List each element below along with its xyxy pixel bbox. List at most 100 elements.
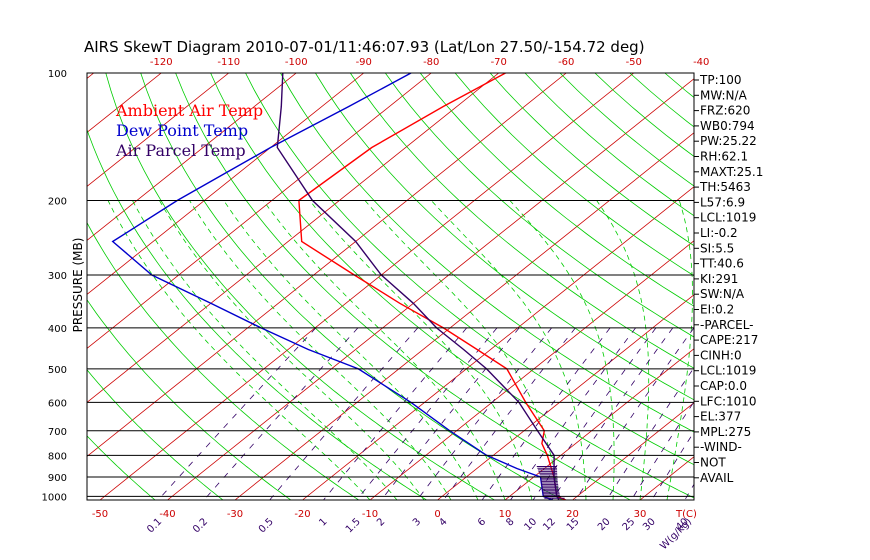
dry-adiabat-line: [489, 73, 694, 247]
dry-adiabat-line: [770, 73, 870, 500]
sounding-index-label: NOT: [700, 456, 726, 470]
sounding-index-label: EI:0.2: [700, 303, 734, 317]
sounding-index-label: MW:N/A: [700, 88, 748, 102]
isotherm-line: [87, 73, 432, 349]
dry-adiabat-line: [175, 73, 631, 500]
mixing-ratio-line: [380, 327, 520, 500]
bottom-temp-tick-label: -30: [227, 509, 243, 520]
sounding-index-label: WB0:794: [700, 119, 755, 133]
sounding-index-label: PW:25.22: [700, 134, 757, 148]
isotherm-line: [302, 186, 694, 500]
mixing-ratio-tick-label: 6: [476, 516, 488, 528]
moist-adiabat-line: [159, 200, 425, 500]
isotherm-line: [167, 78, 694, 500]
bottom-temp-tick-label: 30: [634, 509, 647, 520]
plot-frame: [86, 72, 695, 501]
isotherm-line: [0, 73, 26, 500]
legend-entry: Dew Point Temp: [116, 121, 248, 140]
legend-entry: Ambient Air Temp: [115, 101, 263, 120]
isotherm-line: [775, 73, 870, 500]
x-axis-label: T(C): [675, 509, 697, 520]
sounding-index-label: -PARCEL-: [700, 318, 754, 332]
mixing-ratio-line: [443, 327, 576, 500]
mixing-ratio-line: [481, 327, 611, 500]
mixing-ratio-axis-label: W(g/kg): [658, 516, 694, 552]
moist-adiabat-line: [430, 200, 587, 500]
sounding-index-label: -WIND-: [700, 440, 742, 454]
mixing-ratio-line: [630, 401, 694, 500]
dry-adiabat-line: [87, 299, 292, 500]
mixing-ratio-tick-label: 12: [541, 516, 558, 533]
dry-adiabat-line: [87, 369, 224, 500]
moist-adiabat-line: [223, 200, 479, 500]
sounding-index-label: TP:100: [699, 73, 742, 87]
mixing-ratio-tick-label: 20: [596, 516, 613, 533]
bottom-temp-tick-label: -50: [92, 509, 108, 520]
mixing-ratio-tick-label: 4: [437, 516, 449, 528]
sounding-index-label: FRZ:620: [700, 104, 750, 118]
mixing-ratio-line: [323, 327, 468, 500]
mixing-ratio-line: [606, 367, 694, 500]
pressure-tick-label: 800: [48, 451, 67, 462]
sounding-index-label: LI:-0.2: [700, 226, 738, 240]
mixing-ratio-line: [269, 327, 419, 500]
sounding-index-label: MPL:275: [700, 425, 751, 439]
mixing-ratio-tick-label: 8: [504, 516, 516, 528]
dry-adiabat-line: [140, 73, 563, 500]
bottom-temp-tick-label: -20: [294, 509, 310, 520]
bottom-temp-tick-label: -40: [159, 509, 175, 520]
sounding-index-label: MAXT:25.1: [700, 165, 763, 179]
dry-adiabat-line: [349, 73, 694, 369]
dry-adiabat-line: [87, 221, 359, 500]
moist-adiabat-line: [596, 200, 650, 500]
isotherm-line: [437, 294, 694, 500]
pressure-tick-label: 300: [48, 271, 67, 282]
mixing-ratio-tick-label: 1: [317, 516, 329, 528]
sounding-index-label: EL:377: [700, 410, 741, 424]
sounding-index-label: SW:N/A: [700, 287, 745, 301]
mixing-ratio-tick-label: 2: [375, 516, 387, 528]
dewpoint-temp-line: [111, 73, 553, 500]
mixing-ratio-tick-label: 1.5: [344, 516, 363, 535]
top-temp-tick-label: -60: [558, 57, 574, 68]
mixing-ratio-line: [575, 327, 694, 500]
mixing-ratio-line: [356, 327, 498, 500]
mixing-ratio-line: [157, 327, 317, 500]
isotherm-line: [87, 73, 364, 295]
moist-adiabat-line: [509, 200, 615, 500]
dry-adiabat-line: [664, 73, 694, 98]
isotherm-line: [99, 73, 634, 500]
isotherm-line: [369, 240, 694, 500]
sounding-index-label: CINH:0: [700, 348, 742, 362]
sounding-index-label: L57:6.9: [700, 195, 745, 209]
top-temp-tick-label: -110: [217, 57, 240, 68]
dry-adiabat-line: [105, 73, 495, 500]
sounding-index-label: RH:62.1: [700, 150, 748, 164]
bottom-temp-tick-label: 10: [499, 509, 512, 520]
moist-adiabat-line: [309, 200, 533, 500]
moist-adiabat-line: [189, 200, 452, 500]
top-temp-tick-label: -90: [356, 57, 372, 68]
bottom-temp-tick-label: -10: [362, 509, 378, 520]
pressure-tick-label: 900: [48, 473, 67, 484]
pressure-tick-label: 700: [48, 427, 67, 438]
sounding-index-label: TT:40.6: [699, 257, 744, 271]
isotherm-line: [843, 73, 870, 500]
isotherm-line: [87, 73, 229, 187]
mixing-ratio-tick-label: 3: [411, 516, 423, 528]
isotherm-line: [87, 73, 297, 241]
moist-adiabat-line: [262, 200, 506, 500]
bottom-temp-tick-label: 20: [566, 509, 579, 520]
bottom-temp-tick-label: 0: [434, 509, 440, 520]
mixing-ratio-line: [510, 327, 636, 500]
isotherm-line: [234, 132, 694, 500]
sounding-index-label: TH:5463: [699, 180, 751, 194]
dry-adiabat-line: [87, 435, 156, 500]
mixing-ratio-line: [551, 327, 674, 500]
dry-adiabat-line: [419, 73, 694, 307]
isotherm-line: [87, 73, 499, 403]
sounding-index-label: SI:5.5: [700, 241, 734, 255]
dry-adiabat-line: [280, 73, 694, 433]
pressure-tick-label: 200: [48, 196, 67, 207]
mixing-ratio-tick-label: 0.2: [191, 516, 210, 535]
